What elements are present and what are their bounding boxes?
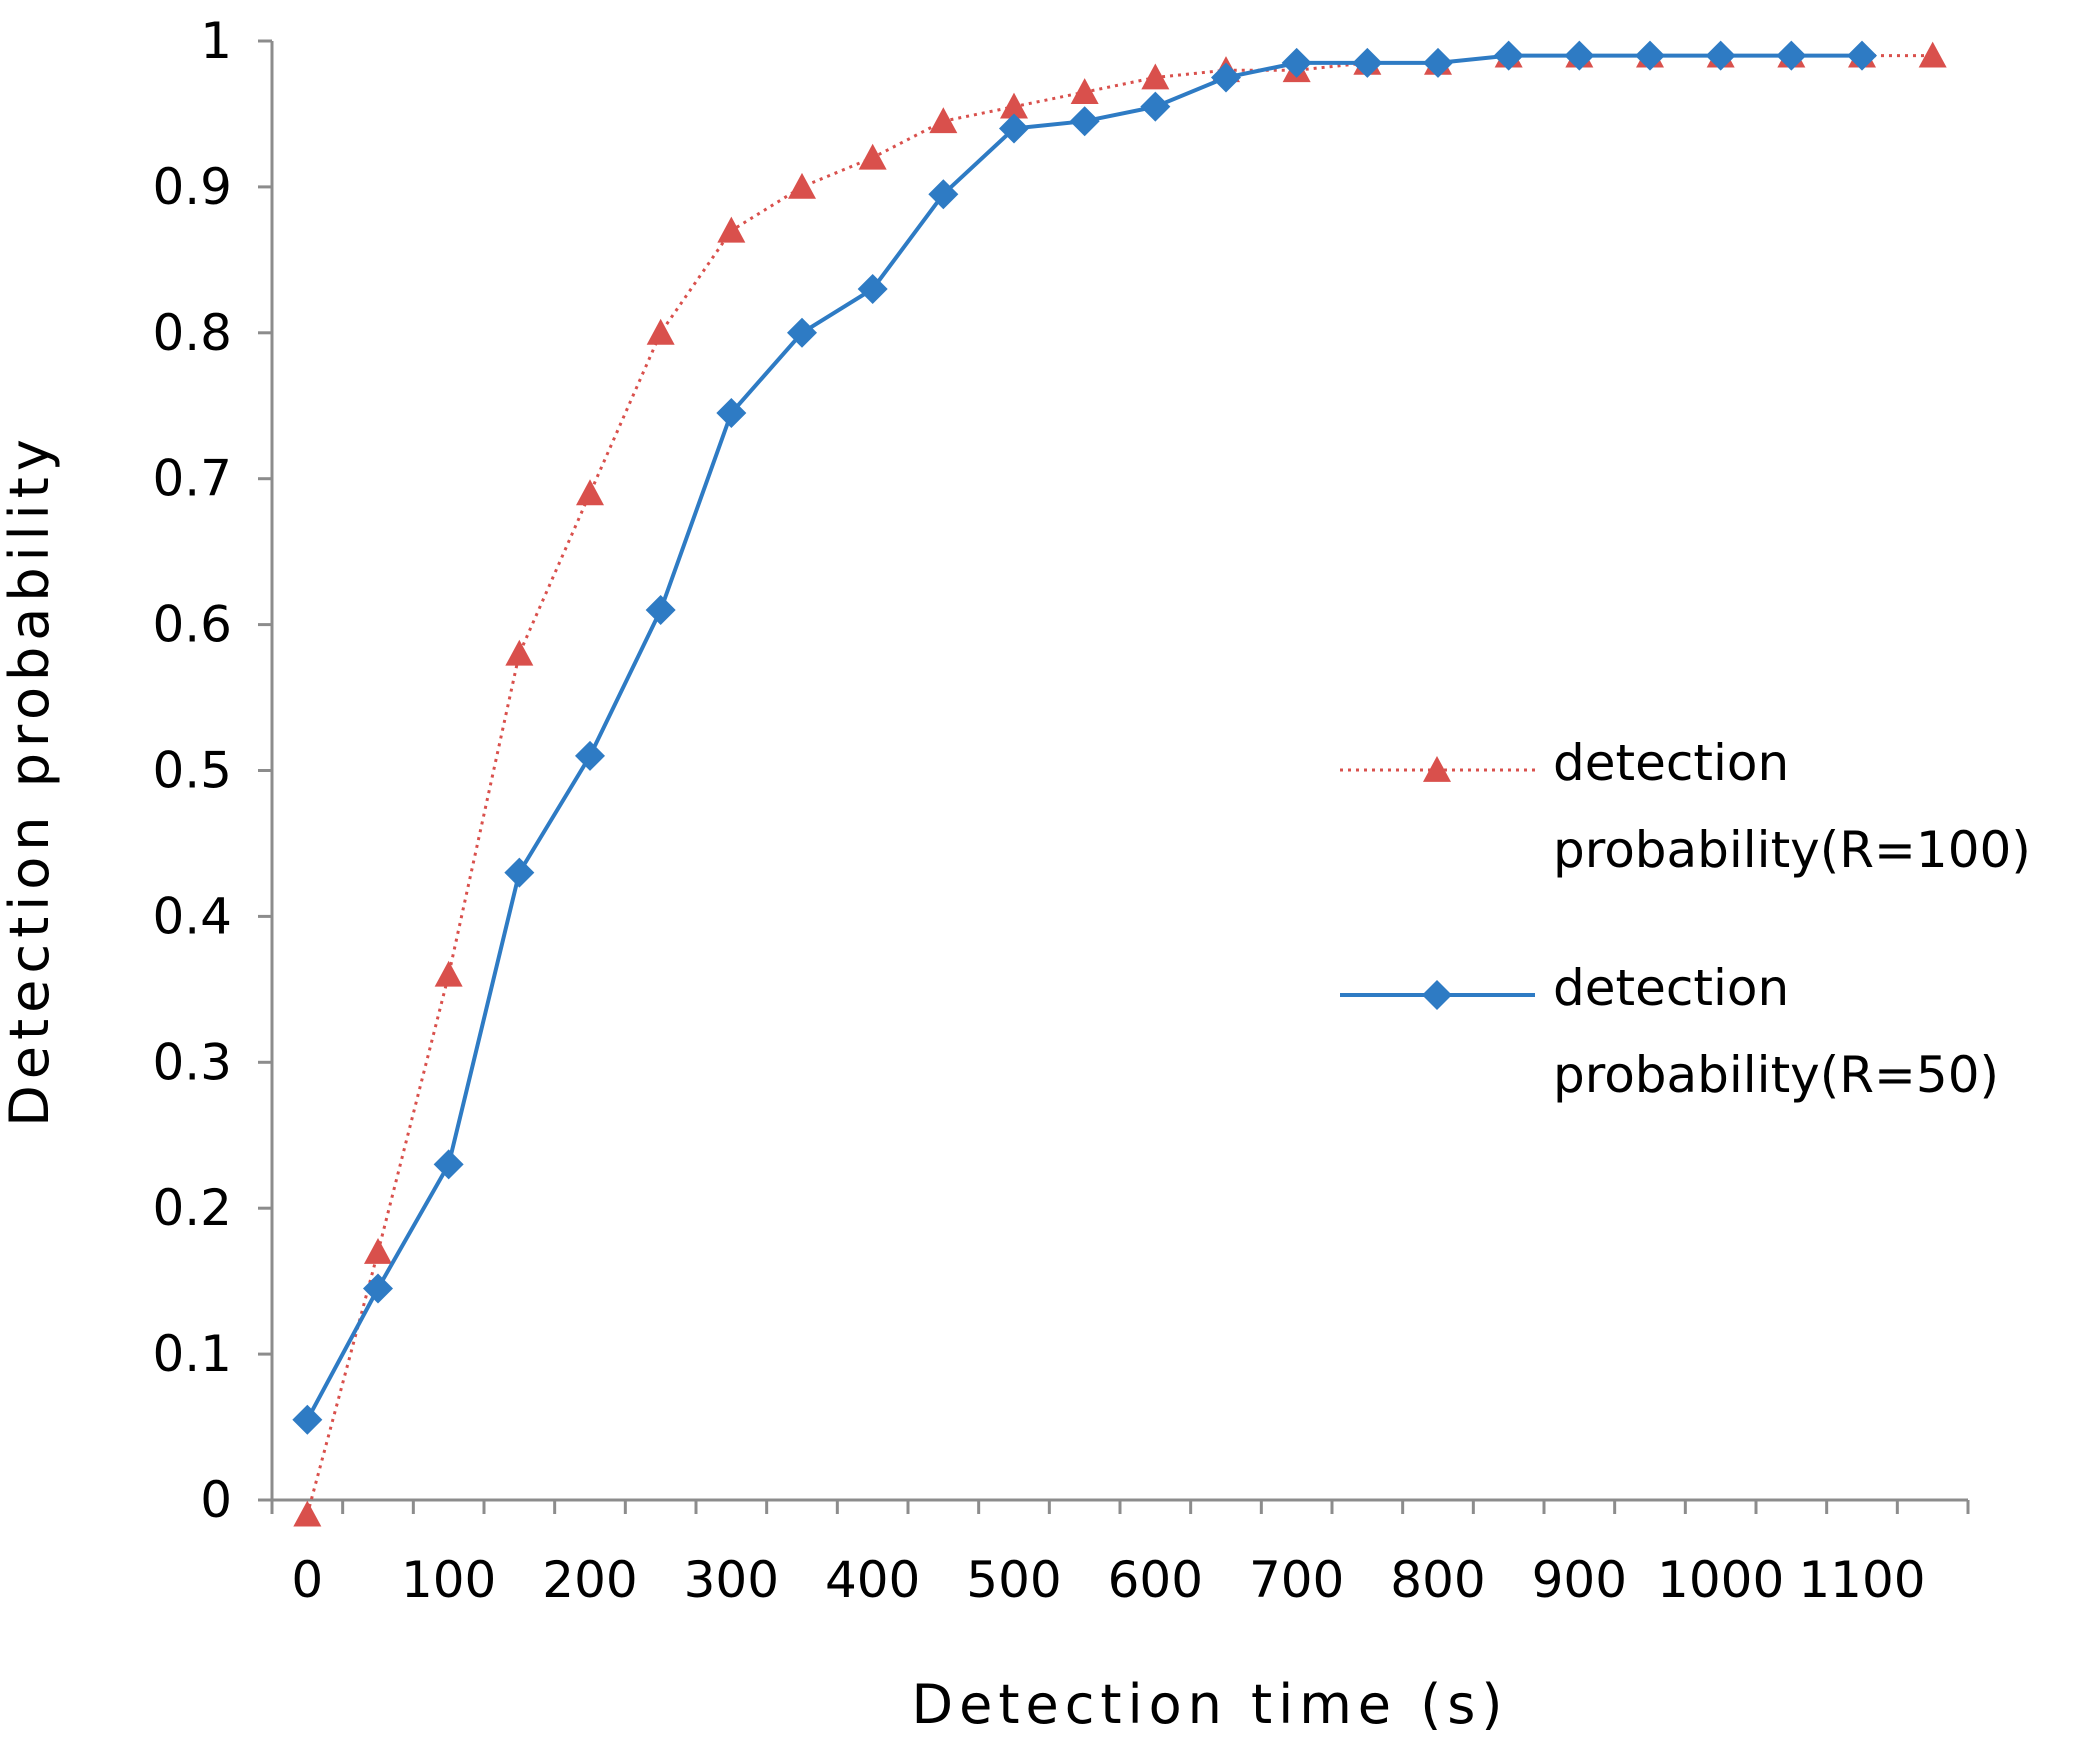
data-point-diamond (1069, 106, 1100, 137)
data-point-triangle (646, 318, 675, 345)
data-point-diamond (1564, 40, 1595, 71)
data-point-diamond (1140, 91, 1171, 122)
x-axis-title: Detection time (s) (912, 1673, 1509, 1736)
data-point-diamond (292, 1404, 323, 1435)
y-tick-label: 0.7 (152, 450, 232, 508)
x-tick-label: 1000 (1657, 1551, 1784, 1609)
legend-marker-diamond (1422, 980, 1452, 1010)
data-point-triangle (858, 143, 887, 170)
data-point-diamond (1635, 40, 1665, 71)
legend-label: detection (1553, 959, 1789, 1017)
data-point-triangle (717, 216, 746, 243)
legend-label: detection (1553, 734, 1789, 792)
data-point-diamond (645, 595, 676, 626)
y-tick-label: 1 (200, 12, 232, 70)
y-tick-label: 0.3 (152, 1033, 232, 1091)
data-point-triangle (929, 107, 958, 134)
data-point-diamond (1847, 40, 1877, 71)
x-tick-label: 0 (291, 1551, 323, 1609)
data-point-triangle (1918, 41, 1947, 68)
data-point-diamond (1705, 40, 1736, 71)
data-point-diamond (928, 179, 959, 210)
data-point-triangle (434, 960, 463, 987)
y-tick-label: 0.4 (152, 887, 232, 945)
legend-label: probability(R=100) (1553, 821, 2031, 879)
data-point-triangle (576, 479, 604, 506)
y-axis-title: Detection probability (0, 433, 61, 1127)
legend: detection probability(R=100) detection prob… (1340, 734, 2031, 1104)
data-point-triangle (1000, 92, 1028, 119)
axes: 0 0.1 0.2 0.3 0.4 0.5 0.6 0.7 0.8 0.9 1 0 100 200 300 4… (152, 12, 1970, 1609)
x-tick-label: 1100 (1798, 1551, 1925, 1609)
data-point-triangle (505, 639, 534, 666)
data-point-diamond (999, 113, 1029, 144)
legend-marker-triangle (1423, 756, 1451, 782)
y-tick-label: 0.9 (152, 158, 232, 216)
x-tick-label: 600 (1108, 1551, 1203, 1609)
x-tick-label: 800 (1390, 1551, 1485, 1609)
y-tick-label: 0.5 (152, 742, 232, 800)
data-point-triangle (1141, 63, 1170, 90)
y-tick-label: 0.1 (152, 1325, 232, 1383)
data-point-diamond (787, 317, 817, 348)
data-point-diamond (857, 274, 888, 305)
legend-label: probability(R=50) (1553, 1046, 1999, 1104)
data-point-diamond (575, 740, 605, 771)
data-point-triangle (293, 1500, 322, 1527)
data-point-diamond (504, 857, 535, 888)
data-point-triangle (788, 172, 816, 199)
series-layer (292, 40, 1947, 1527)
y-tick-label: 0.8 (152, 304, 232, 362)
x-tick-label: 200 (542, 1551, 637, 1609)
x-tick-label: 500 (966, 1551, 1061, 1609)
y-tick-label: 0 (200, 1471, 232, 1529)
data-point-diamond (1493, 40, 1524, 71)
data-point-triangle (1070, 78, 1099, 104)
data-point-diamond (1423, 47, 1453, 78)
x-tick-label: 900 (1532, 1551, 1627, 1609)
y-tick-label: 0.6 (152, 596, 232, 654)
x-tick-label: 400 (825, 1551, 920, 1609)
y-tick-label: 0.2 (152, 1179, 232, 1237)
data-point-diamond (1211, 62, 1241, 93)
data-point-diamond (1281, 47, 1312, 78)
data-point-diamond (1776, 40, 1807, 71)
series-2 (292, 40, 1877, 1435)
data-point-diamond (1352, 47, 1383, 78)
x-tick-label: 100 (401, 1551, 496, 1609)
x-tick-label: 700 (1249, 1551, 1344, 1609)
series-line (305, 54, 1933, 1515)
data-point-diamond (716, 398, 747, 429)
data-point-diamond (363, 1273, 393, 1304)
data-point-triangle (364, 1237, 392, 1264)
x-tick-label: 300 (684, 1551, 779, 1609)
data-point-diamond (433, 1149, 464, 1180)
